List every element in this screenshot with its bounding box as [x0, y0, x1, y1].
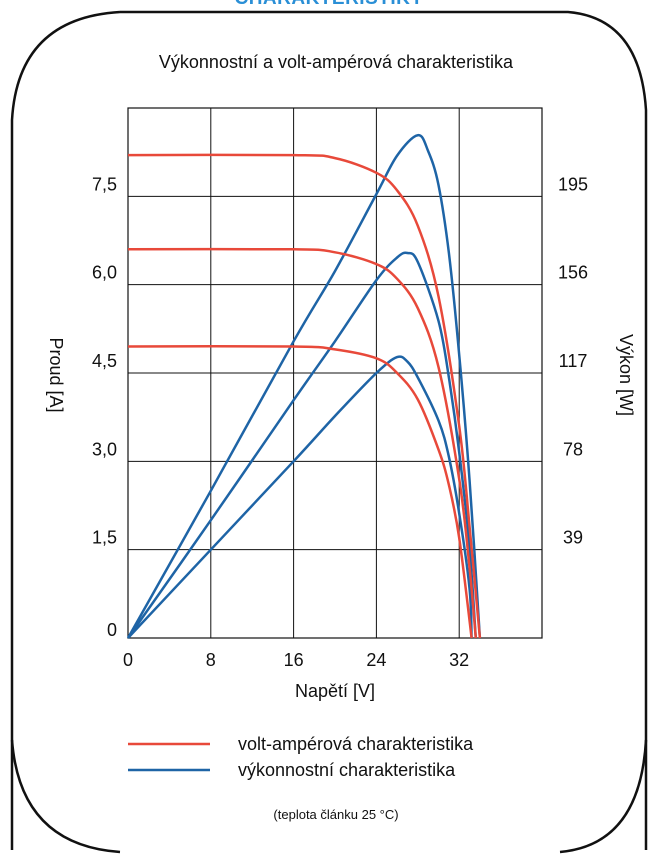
y-tick-label-right: 156	[558, 263, 588, 283]
y-tick-label-right: 39	[563, 528, 583, 548]
power-curve-1	[126, 133, 482, 639]
chart-frame	[10, 10, 648, 850]
y-tick-label-right: 117	[559, 351, 588, 371]
y-tick-label-left: 3,0	[92, 439, 117, 459]
x-tick-label: 8	[206, 650, 216, 670]
x-tick-label: 0	[123, 650, 133, 670]
y-axis-label-right: Výkon [W]	[616, 334, 636, 416]
legend-label-iv: volt-ampérová charakteristika	[238, 734, 474, 754]
plot-area: 0 8 16 24 32 0 1,5 3,0 4,5 6,0 7,5 39 78 117 156 195	[92, 107, 588, 670]
y-axis-label-left: Proud [A]	[46, 337, 66, 412]
y-tick-label-left: 7,5	[92, 174, 117, 194]
y-tick-label-right: 195	[558, 174, 588, 194]
power-curve-2	[126, 251, 478, 639]
iv-curve-3	[127, 345, 473, 639]
chart-frame-bottom	[10, 739, 648, 854]
iv-curve-1	[127, 153, 482, 639]
y-tick-label-left: 1,5	[92, 528, 117, 548]
power-curve-3	[127, 355, 473, 639]
x-tick-label: 24	[366, 650, 386, 670]
x-tick-label: 16	[284, 650, 304, 670]
legend-label-power: výkonnostní charakteristika	[238, 760, 456, 780]
x-axis-label: Napětí [V]	[295, 681, 375, 701]
iv-curve-2	[127, 247, 478, 639]
y-tick-label-left: 6,0	[92, 263, 117, 283]
y-tick-label-left: 4,5	[92, 351, 117, 371]
chart-title: Výkonnostní a volt-ampérová charakterist…	[159, 52, 514, 72]
y-tick-label-right: 78	[563, 439, 583, 459]
y-tick-label-left: 0	[107, 620, 117, 640]
x-tick-label: 32	[449, 650, 469, 670]
banner-title: CHARAKTERISTIKY	[0, 0, 658, 10]
chart-note: (teplota článku 25 °C)	[273, 807, 398, 822]
